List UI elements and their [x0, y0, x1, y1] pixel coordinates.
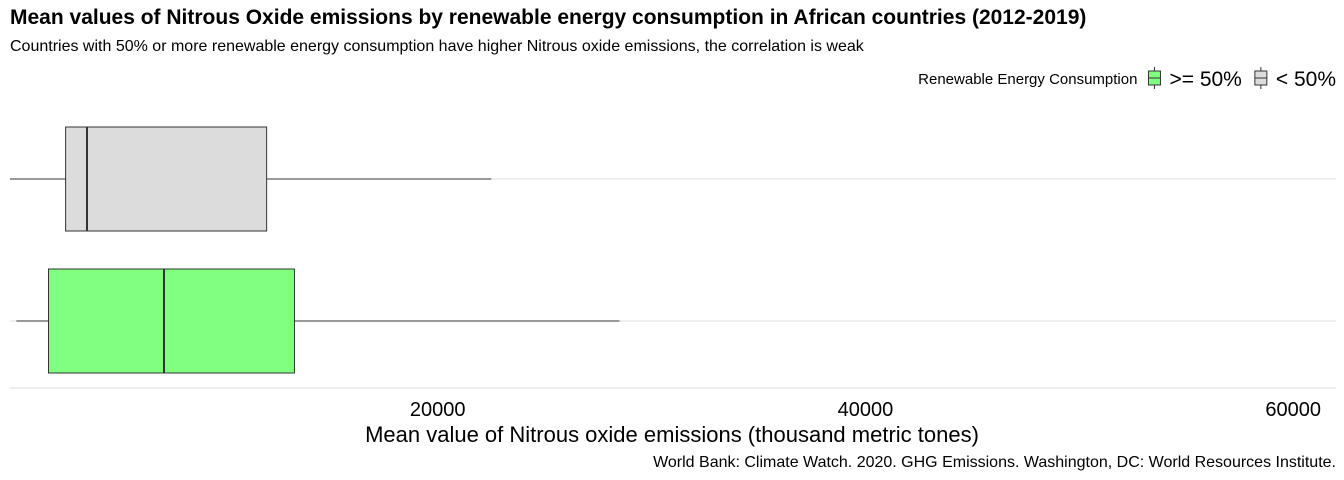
chart-subtitle: Countries with 50% or more renewable ene…: [10, 38, 864, 55]
box-iqr: [65, 126, 268, 232]
box-lt-50: [10, 126, 492, 232]
box-ge-50: [16, 268, 620, 374]
legend-item: < 50%: [1254, 67, 1336, 91]
legend-item: >= 50%: [1147, 67, 1242, 91]
x-tick-label: 60000: [1265, 399, 1321, 421]
x-tick-label: 20000: [410, 399, 466, 421]
legend-label: >= 50%: [1169, 68, 1241, 91]
box-iqr: [47, 268, 295, 374]
legend-label: < 50%: [1276, 68, 1336, 91]
chart-caption: World Bank: Climate Watch. 2020. GHG Emi…: [653, 454, 1336, 471]
legend-title: Renewable Energy Consumption: [918, 71, 1137, 88]
chart-title: Mean values of Nitrous Oxide emissions b…: [10, 6, 1087, 29]
x-tick-label: 40000: [838, 399, 894, 421]
legend: Renewable Energy Consumption >= 50% < 50%: [918, 67, 1336, 91]
x-axis-title: Mean value of Nitrous oxide emissions (t…: [365, 422, 979, 447]
